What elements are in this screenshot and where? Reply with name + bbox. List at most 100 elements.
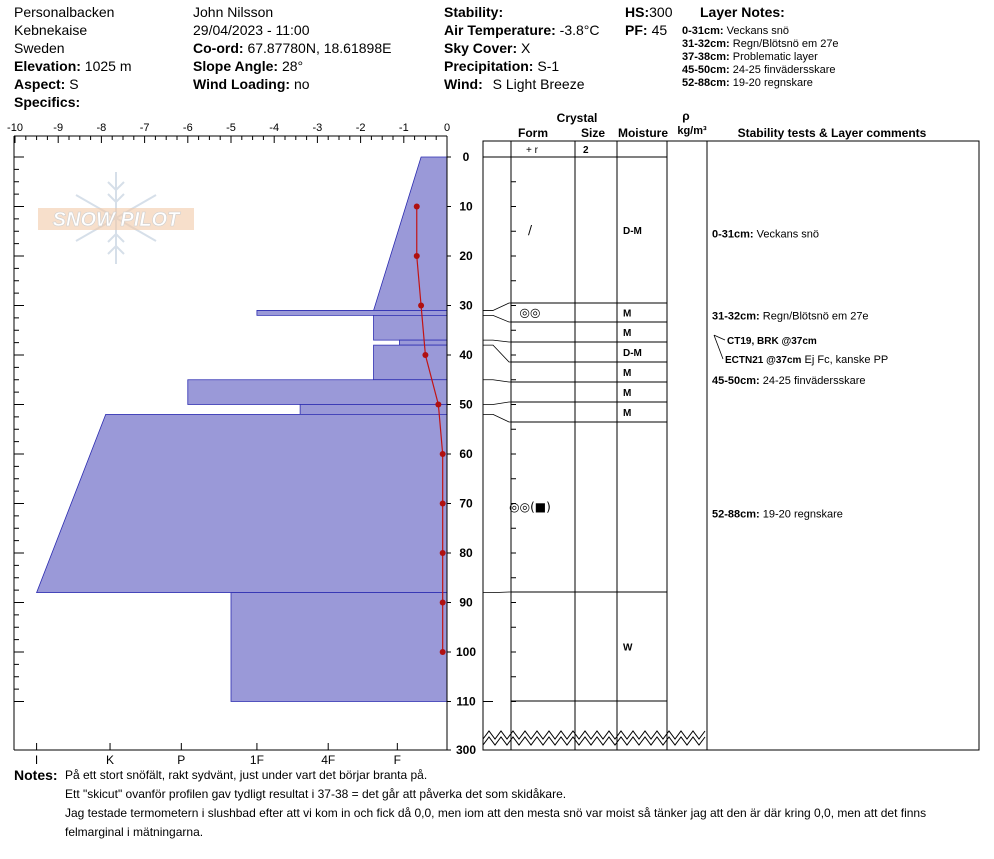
layer-note: 45-50cm: 24-25 finvädersskare <box>682 64 836 76</box>
wind-value: S Light Breeze <box>492 76 585 92</box>
hardness-layer <box>36 413 448 593</box>
note-line: På ett stort snöfält, rakt sydvänt, just… <box>65 768 428 782</box>
temp-tick-label: -1 <box>399 122 409 134</box>
notes-label: Notes: <box>14 767 58 783</box>
hardness-layer <box>373 344 448 381</box>
layer-moisture: M <box>623 309 631 320</box>
column-header-crystal: Crystal <box>557 111 598 125</box>
depth-tick-label: 10 <box>459 200 473 214</box>
layer-moisture: D-M <box>623 226 642 237</box>
layer-connector <box>483 344 511 363</box>
hardness-tick-label: P <box>177 753 185 767</box>
depth-tick-label: 60 <box>459 447 473 461</box>
precip-label: Precipitation: <box>444 58 534 74</box>
layer-connector <box>483 401 511 405</box>
coord-label: Co-ord: <box>193 40 244 56</box>
layer-comment: 31-32cm: Regn/Blötsnö em 27e <box>712 310 869 322</box>
depth-tick-label: 70 <box>459 497 473 511</box>
layer-comment: 45-50cm: 24-25 finvädersskare <box>712 375 866 387</box>
sky-value: X <box>521 40 531 56</box>
temp-tick-label: -8 <box>97 122 107 134</box>
wind-loading-label: Wind Loading: <box>193 76 291 92</box>
coord-value: 67.87780N, 18.61898E <box>247 40 392 56</box>
observer: John Nilsson <box>193 4 274 20</box>
depth-tick-label: 50 <box>459 398 473 412</box>
temperature-point <box>439 451 446 457</box>
temperature-point <box>439 599 446 606</box>
temp-tick-label: -10 <box>7 122 23 134</box>
layer-connector <box>483 413 511 423</box>
aspect-label: Aspect: <box>14 76 66 92</box>
depth-tick-label: 300 <box>456 743 476 757</box>
layer-connector <box>483 302 511 311</box>
slope-row: Slope Angle: 28° <box>193 58 303 74</box>
column-header-rho: ρ <box>682 109 689 123</box>
temperature-point <box>418 302 425 309</box>
layer-form: ◎◎(■) <box>509 500 551 514</box>
precip-row: Precipitation: S-1 <box>444 58 559 74</box>
depth-tick-label: 20 <box>459 249 473 263</box>
temp-tick-label: -5 <box>226 122 236 134</box>
layer-moisture: M <box>623 408 631 419</box>
hs-label: HS: <box>625 4 650 20</box>
wind-row: Wind: S Light Breeze <box>444 76 584 92</box>
pf-value: 45 <box>651 22 668 38</box>
depth-tick-label: 90 <box>459 596 473 610</box>
layer-notes-title: Layer Notes: <box>700 4 785 20</box>
layer-moisture: D-M <box>623 348 642 359</box>
top-layer-size: 2 <box>583 145 589 156</box>
temperature-point <box>422 352 429 358</box>
stability-arrow <box>713 335 724 360</box>
note-line: Ett "skicut" ovanför profilen gav tydlig… <box>65 787 567 801</box>
datetime: 29/04/2023 - 11:00 <box>193 22 310 38</box>
depth-tick-label: 80 <box>459 546 473 560</box>
temp-tick-label: 0 <box>444 122 450 134</box>
layer-connector <box>483 339 511 343</box>
column-header-form: Form <box>518 126 548 140</box>
watermark-banner <box>38 208 194 230</box>
axis-break-mark <box>482 736 706 747</box>
hardness-tick-label: 1F <box>250 753 264 767</box>
air-temp-value: -3.8°C <box>559 22 600 38</box>
coord-row: Co-ord: 67.87780N, 18.61898E <box>193 40 391 56</box>
note-line: felmarginal i mätningarna. <box>65 825 204 839</box>
hardness-layer <box>399 339 448 346</box>
layer-note: 0-31cm: Veckans snö <box>682 25 790 37</box>
wind-loading-row: Wind Loading: no <box>193 76 310 92</box>
aspect-row: Aspect: S <box>14 76 79 92</box>
temp-tick-label: -7 <box>140 122 150 134</box>
hardness-tick-label: I <box>35 753 38 767</box>
wind-loading-value: no <box>293 76 310 92</box>
sky-label: Sky Cover: <box>444 40 518 56</box>
column-header-density: kg/m³ <box>677 125 707 137</box>
layer-comment: 0-31cm: Veckans snö <box>712 229 819 241</box>
layer-comment: 52-88cm: 19-20 regnskare <box>712 508 843 520</box>
layer-table-frame <box>482 140 980 751</box>
air-temp-row: Air Temperature: -3.8°C <box>444 22 600 38</box>
layer-form: ◎◎ <box>520 306 541 320</box>
hardness-tick-label: 4F <box>321 753 335 767</box>
column-header-size: Size <box>581 126 605 140</box>
layer-note: 31-32cm: Regn/Blötsnö em 27e <box>682 38 839 50</box>
layer-moisture: M <box>623 368 631 379</box>
temperature-point <box>435 401 442 408</box>
column-header-comments: Stability tests & Layer comments <box>738 126 927 140</box>
depth-tick-label: 30 <box>459 299 473 313</box>
slope-value: 28° <box>281 58 304 74</box>
temp-tick-label: -9 <box>53 122 63 134</box>
hardness-tick-label: F <box>394 753 401 767</box>
depth-tick-label: 40 <box>459 348 473 362</box>
layer-connector <box>483 591 511 593</box>
elevation-label: Elevation: <box>14 58 81 74</box>
stability-test: CT19, BRK @37cm <box>727 336 817 347</box>
layer-moisture: M <box>623 388 631 399</box>
hardness-layer <box>373 156 448 311</box>
layer-connector <box>483 314 511 323</box>
specifics-label: Specifics: <box>14 94 81 110</box>
temperature-line <box>416 206 444 652</box>
pf-label: PF: <box>625 22 648 38</box>
top-layer-form: + r <box>526 145 539 156</box>
depth-tick-label: 0 <box>463 150 470 164</box>
hs-row: HS:300 <box>625 4 672 20</box>
area: Kebnekaise <box>14 22 88 38</box>
